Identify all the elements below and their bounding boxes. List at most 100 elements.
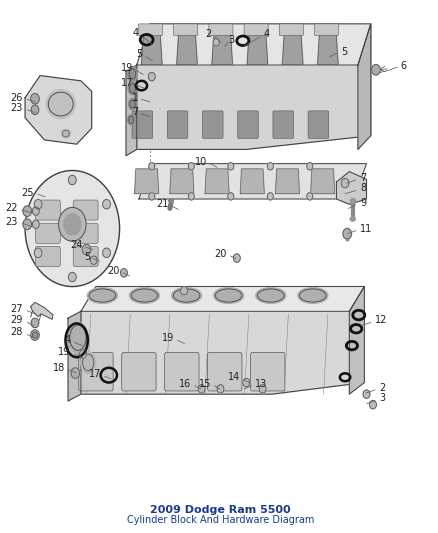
FancyBboxPatch shape: [73, 246, 98, 266]
Circle shape: [370, 400, 376, 409]
Polygon shape: [283, 31, 303, 64]
Text: 23: 23: [5, 217, 18, 227]
Circle shape: [363, 390, 370, 398]
Circle shape: [188, 192, 194, 200]
Text: 22: 22: [5, 204, 18, 214]
FancyBboxPatch shape: [73, 200, 98, 220]
Text: 12: 12: [375, 316, 388, 325]
Text: 8: 8: [360, 183, 366, 193]
Text: 4: 4: [133, 28, 139, 38]
FancyBboxPatch shape: [138, 24, 162, 36]
Circle shape: [102, 199, 110, 209]
Circle shape: [102, 248, 110, 257]
Text: 5: 5: [136, 50, 142, 60]
Text: 2: 2: [206, 29, 212, 39]
Polygon shape: [318, 31, 338, 64]
Polygon shape: [137, 24, 371, 149]
Ellipse shape: [46, 90, 75, 118]
Circle shape: [90, 256, 97, 264]
Text: 11: 11: [360, 223, 372, 233]
Ellipse shape: [350, 217, 355, 221]
Polygon shape: [137, 24, 371, 65]
Polygon shape: [141, 31, 162, 64]
Text: 6: 6: [401, 61, 407, 71]
Ellipse shape: [128, 115, 134, 125]
Polygon shape: [276, 169, 300, 193]
Text: 26: 26: [11, 93, 23, 103]
Text: Cylinder Block And Hardware Diagram: Cylinder Block And Hardware Diagram: [127, 515, 314, 524]
Circle shape: [34, 199, 42, 209]
FancyBboxPatch shape: [208, 352, 242, 391]
Text: 1: 1: [132, 93, 138, 103]
FancyBboxPatch shape: [314, 24, 339, 36]
Circle shape: [267, 163, 273, 170]
Ellipse shape: [172, 288, 201, 303]
Circle shape: [213, 39, 219, 46]
Polygon shape: [81, 287, 364, 394]
Circle shape: [149, 192, 155, 200]
FancyBboxPatch shape: [308, 111, 328, 139]
Text: 7: 7: [132, 108, 138, 117]
Ellipse shape: [214, 288, 244, 303]
Polygon shape: [139, 164, 367, 199]
Circle shape: [31, 93, 39, 104]
Circle shape: [372, 64, 380, 75]
Polygon shape: [350, 287, 364, 394]
Polygon shape: [240, 169, 264, 193]
Text: 3: 3: [379, 393, 385, 403]
Circle shape: [25, 171, 120, 287]
Circle shape: [23, 206, 32, 216]
Circle shape: [71, 368, 80, 378]
Text: 23: 23: [11, 103, 23, 114]
Circle shape: [80, 350, 87, 358]
Circle shape: [243, 378, 250, 387]
Circle shape: [31, 105, 39, 115]
Circle shape: [343, 229, 351, 239]
Polygon shape: [311, 169, 335, 193]
Circle shape: [82, 244, 91, 255]
Circle shape: [198, 385, 205, 393]
Text: 18: 18: [53, 363, 65, 373]
Text: 24: 24: [70, 240, 82, 251]
Text: 25: 25: [21, 188, 34, 198]
Ellipse shape: [129, 98, 136, 110]
Polygon shape: [247, 31, 268, 64]
Ellipse shape: [128, 82, 137, 95]
FancyBboxPatch shape: [35, 200, 60, 220]
Circle shape: [68, 272, 76, 282]
Circle shape: [148, 72, 155, 81]
Text: 16: 16: [179, 378, 191, 389]
Ellipse shape: [81, 351, 95, 374]
Text: 4: 4: [263, 29, 269, 39]
Text: 3: 3: [228, 35, 234, 45]
Circle shape: [23, 219, 32, 230]
Polygon shape: [212, 31, 233, 64]
Circle shape: [188, 163, 194, 170]
Circle shape: [307, 192, 313, 200]
Text: 19: 19: [120, 63, 133, 73]
Text: 2009 Dodge Ram 5500: 2009 Dodge Ram 5500: [150, 505, 291, 515]
Text: 21: 21: [157, 199, 169, 209]
Circle shape: [32, 207, 39, 215]
Polygon shape: [336, 172, 367, 204]
Text: 29: 29: [11, 316, 23, 325]
Polygon shape: [31, 302, 53, 319]
Circle shape: [68, 175, 76, 185]
Circle shape: [341, 179, 349, 188]
Text: 14: 14: [228, 372, 240, 382]
Circle shape: [34, 248, 42, 257]
Text: 9: 9: [360, 198, 366, 208]
Polygon shape: [25, 76, 92, 144]
FancyBboxPatch shape: [209, 24, 233, 36]
Text: 7: 7: [360, 173, 366, 183]
Polygon shape: [126, 65, 137, 156]
Text: 2: 2: [379, 383, 385, 393]
Circle shape: [120, 269, 127, 277]
FancyBboxPatch shape: [202, 111, 223, 139]
FancyBboxPatch shape: [279, 24, 304, 36]
Ellipse shape: [67, 322, 88, 353]
Text: 19: 19: [162, 333, 174, 343]
Circle shape: [180, 287, 187, 295]
Text: 17: 17: [89, 369, 101, 379]
Text: 20: 20: [107, 266, 120, 276]
